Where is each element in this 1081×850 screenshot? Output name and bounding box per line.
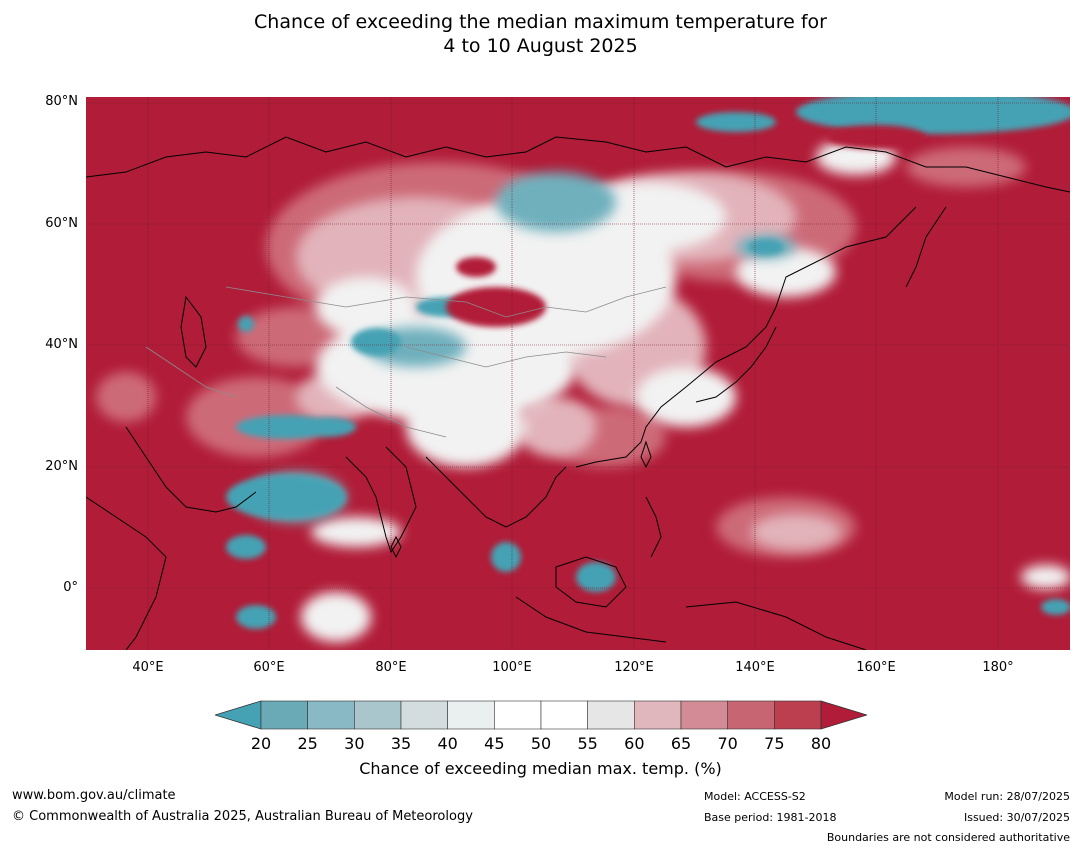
lon-label-180: 180° [982, 660, 1014, 675]
colorbar-segment [307, 700, 355, 730]
colorbar-tick-label: 35 [390, 734, 412, 753]
colorbar-tick-label: 65 [670, 734, 692, 753]
strong-cool-regions [226, 97, 1070, 629]
lon-label-140e: 140°E [735, 660, 775, 675]
lat-label-60n: 60°N [45, 216, 78, 231]
colorbar-graphic [213, 700, 869, 730]
map-canvas [86, 97, 1070, 650]
colorbar-tick-label: 25 [297, 734, 318, 753]
colorbar-segment [680, 700, 728, 730]
colorbar [213, 700, 869, 734]
lat-label-20n: 20°N [45, 459, 78, 474]
colorbar-segment [634, 700, 682, 730]
lon-label-40e: 40°E [132, 660, 164, 675]
colorbar-tick-label: 55 [577, 734, 598, 753]
colorbar-tick-label: 40 [437, 734, 458, 753]
colorbar-segment [260, 700, 308, 730]
title-line-1: Chance of exceeding the median maximum t… [254, 11, 827, 33]
disclaimer-text: Boundaries are not considered authoritat… [826, 831, 1070, 844]
lon-label-120e: 120°E [614, 660, 654, 675]
colorbar-tick-label: 60 [624, 734, 645, 753]
lon-label-100e: 100°E [492, 660, 532, 675]
lon-label-80e: 80°E [375, 660, 407, 675]
forecast-map [86, 97, 1070, 650]
colorbar-tick-label: 70 [717, 734, 738, 753]
lon-label-60e: 60°E [253, 660, 285, 675]
colorbar-segment [587, 700, 635, 730]
website-link[interactable]: www.bom.gov.au/climate [12, 788, 176, 803]
base-period-text: Base period: 1981-2018 [704, 811, 837, 824]
coastlines [86, 136, 1070, 650]
title-line-2: 4 to 10 August 2025 [443, 35, 638, 57]
issued-text: Issued: 30/07/2025 [963, 811, 1070, 824]
colorbar-tick-label: 80 [810, 734, 832, 753]
colorbar-tick-label: 75 [764, 734, 785, 753]
colorbar-tick-label: 30 [344, 734, 365, 753]
lat-label-80n: 80°N [45, 94, 78, 109]
colorbar-arrow-low [213, 700, 262, 730]
colorbar-tick-label: 45 [484, 734, 505, 753]
lat-label-0: 0° [63, 580, 78, 595]
colorbar-segment [540, 700, 588, 730]
lon-label-160e: 160°E [856, 660, 896, 675]
lat-label-40n: 40°N [45, 337, 78, 352]
colorbar-label: Chance of exceeding median max. temp. (%… [359, 759, 722, 778]
colorbar-segment [727, 700, 775, 730]
colorbar-segment [774, 700, 822, 730]
colorbar-segment [400, 700, 448, 730]
colorbar-segment [354, 700, 402, 730]
colorbar-arrow-high [820, 700, 869, 730]
model-run-text: Model run: 28/07/2025 [944, 790, 1070, 803]
colorbar-tick-label: 20 [250, 734, 272, 753]
country-borders [145, 286, 667, 438]
copyright-text: © Commonwealth of Australia 2025, Austra… [12, 809, 473, 824]
model-text: Model: ACCESS-S2 [704, 790, 806, 803]
colorbar-segment [494, 700, 542, 730]
colorbar-segment [447, 700, 495, 730]
colorbar-tick-label: 50 [530, 734, 552, 753]
map-title: Chance of exceeding the median maximum t… [0, 10, 1081, 58]
